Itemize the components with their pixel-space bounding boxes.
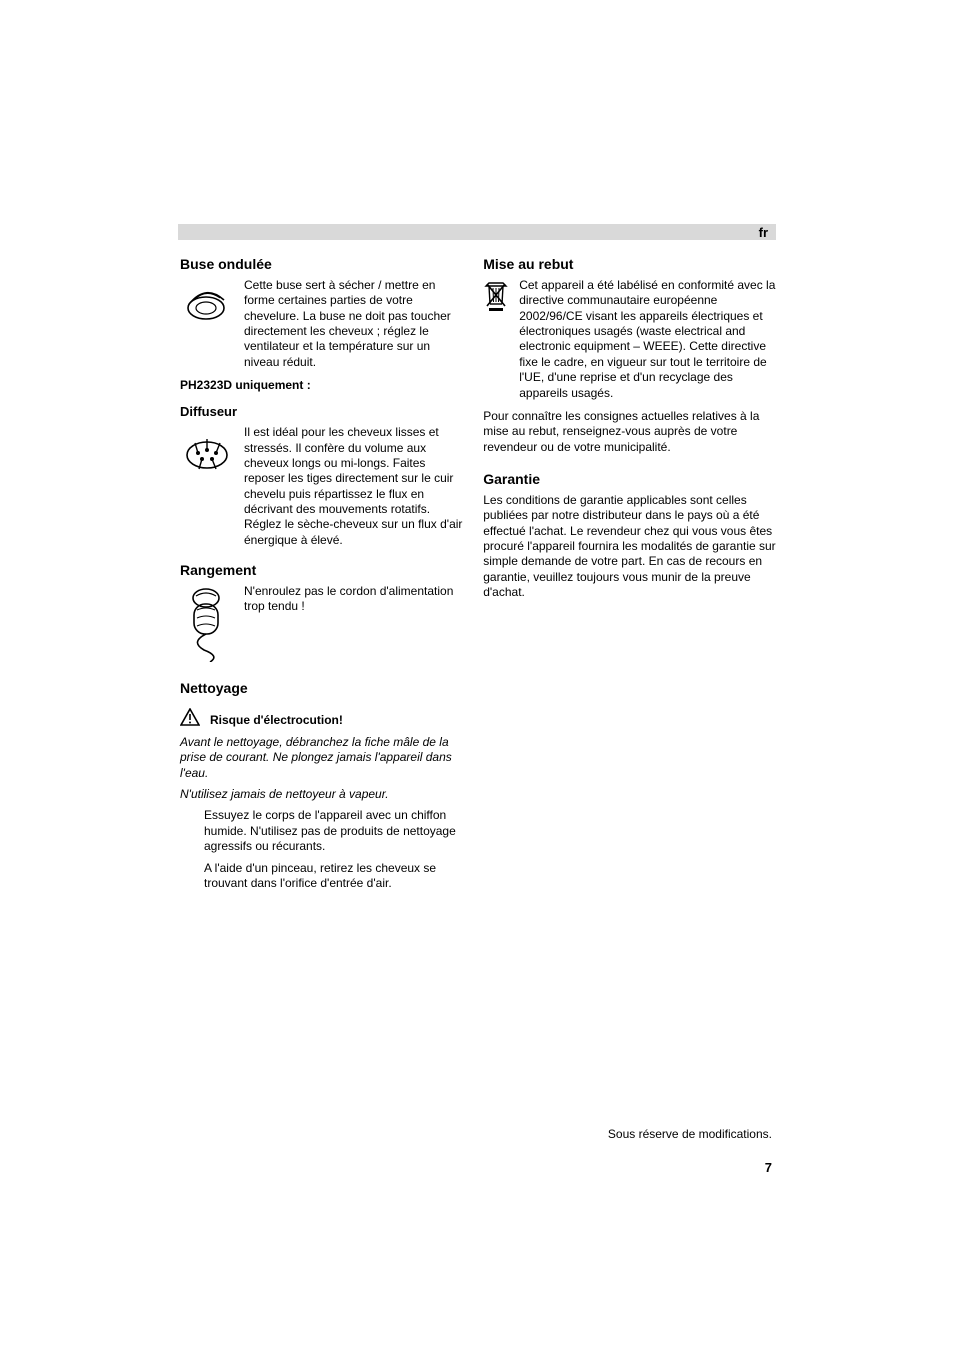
heading-buse-ondulee: Buse ondulée: [180, 256, 463, 272]
warning-triangle-icon: [180, 708, 200, 731]
garantie-text: Les conditions de garantie applicables s…: [483, 493, 778, 601]
left-column: Buse ondulée Cette buse sert à sécher / …: [180, 256, 463, 897]
mise-icon-text: Cet appareil a été labélisé en conformit…: [519, 278, 778, 401]
page-content: Buse ondulée Cette buse sert à sécher / …: [180, 256, 778, 897]
mise-p2: Pour connaître les consignes actuelles r…: [483, 409, 778, 455]
weee-bin-icon: [483, 278, 509, 312]
nettoyage-p1: Avant le nettoyage, débranchez la fiche …: [180, 735, 463, 781]
right-column: Mise au rebut Cet appareil a été labélis…: [483, 256, 778, 897]
warning-row: Risque d'électrocution!: [180, 708, 463, 731]
footer-note: Sous réserve de modifications.: [608, 1127, 772, 1141]
buse-text: Cette buse sert à sécher / mettre en for…: [244, 278, 463, 370]
heading-rangement: Rangement: [180, 562, 463, 578]
heading-diffuseur: Diffuseur: [180, 404, 463, 419]
warning-label: Risque d'électrocution!: [210, 713, 343, 727]
nettoyage-body: Avant le nettoyage, débranchez la fiche …: [180, 735, 463, 891]
page-number: 7: [765, 1160, 772, 1175]
heading-mise-au-rebut: Mise au rebut: [483, 256, 778, 272]
diffuseur-text: Il est idéal pour les cheveux lisses et …: [244, 425, 463, 548]
storage-cord-icon: [180, 584, 234, 662]
heading-garantie: Garantie: [483, 471, 778, 487]
rangement-text: N'enroulez pas le cordon d'alimentation …: [244, 584, 463, 615]
nettoyage-b2: A l'aide d'un pinceau, retirez les cheve…: [204, 861, 463, 892]
diffuser-icon: [180, 425, 234, 479]
ph-model-line: PH2323D uniquement :: [180, 378, 463, 392]
rangement-block: N'enroulez pas le cordon d'alimentation …: [180, 584, 463, 662]
language-marker: fr: [759, 225, 768, 240]
mise-p2-text: Pour connaître les consignes actuelles r…: [483, 409, 778, 455]
heading-nettoyage: Nettoyage: [180, 680, 463, 696]
garantie-p: Les conditions de garantie applicables s…: [483, 493, 778, 601]
header-bar: [178, 224, 776, 240]
buse-block: Cette buse sert à sécher / mettre en for…: [180, 278, 463, 370]
nozzle-icon: [180, 278, 234, 332]
diffuseur-block: Il est idéal pour les cheveux lisses et …: [180, 425, 463, 548]
mise-block: Cet appareil a été labélisé en conformit…: [483, 278, 778, 401]
nettoyage-p2: N'utilisez jamais de nettoyeur à vapeur.: [180, 787, 463, 802]
nettoyage-indented: Essuyez le corps de l'appareil avec un c…: [180, 808, 463, 891]
nettoyage-b1: Essuyez le corps de l'appareil avec un c…: [204, 808, 463, 854]
